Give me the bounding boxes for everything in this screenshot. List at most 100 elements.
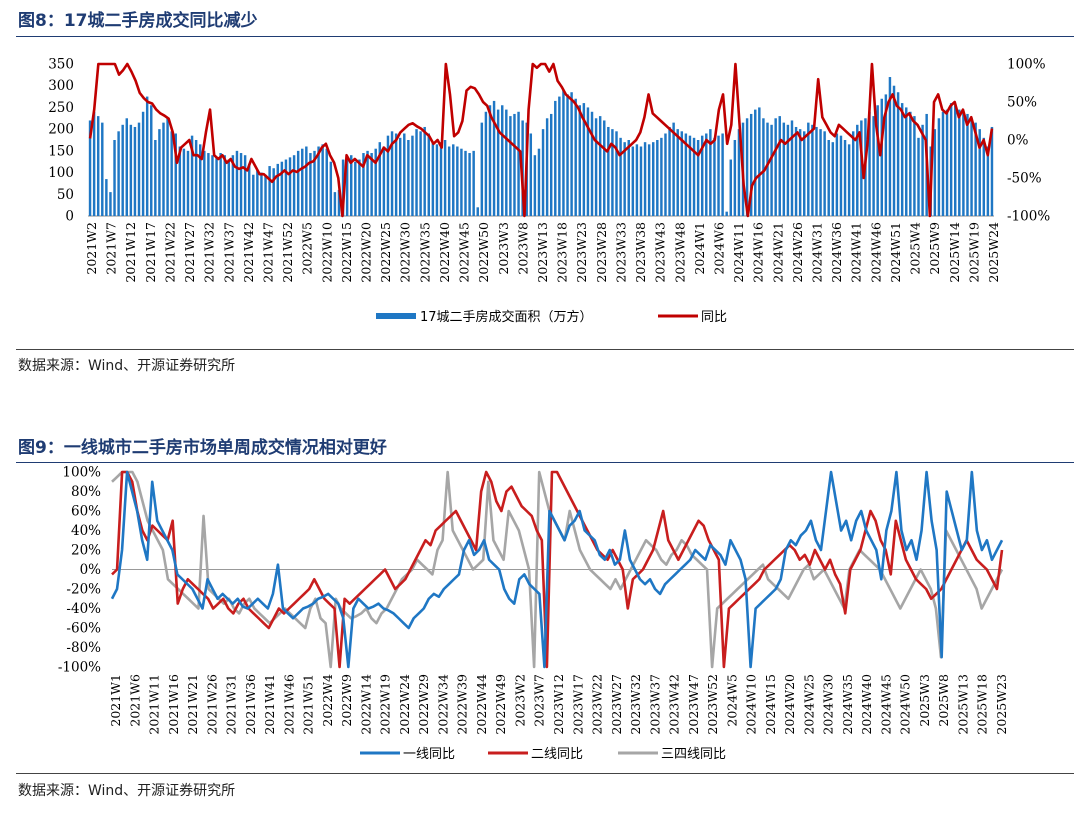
fig8-bar	[745, 118, 749, 216]
fig8-bar	[394, 133, 398, 216]
fig8-bar	[219, 153, 222, 216]
fig9-x-tick: 2024W40	[859, 674, 874, 735]
fig8-bar	[215, 157, 218, 216]
fig9-x-tick: 2021W21	[185, 674, 200, 735]
fig8-bar	[958, 109, 961, 216]
fig8-bar	[851, 131, 855, 216]
fig8-bar	[615, 131, 618, 216]
fig8-bar	[913, 116, 916, 216]
fig9-x-tick: 2023W42	[667, 674, 682, 735]
fig9-x-tick: 2024W30	[821, 674, 836, 735]
fig8-bar	[643, 142, 647, 216]
fig8-y-right-tick: 100%	[1007, 57, 1046, 73]
fig8-bar	[623, 142, 626, 216]
fig9-x-tick: 2022W24	[397, 674, 412, 735]
fig8-bar	[774, 118, 777, 216]
fig8-title-rule	[16, 36, 1074, 37]
fig9-x-tick: 2024W5	[724, 674, 739, 727]
fig8-bar	[607, 126, 610, 216]
fig8-bar	[166, 118, 169, 216]
fig8-chart: 350 300 250 200 150 100 50 0 100% 50% 0% -50% -100%…	[48, 57, 1050, 326]
fig8-bar	[423, 126, 426, 216]
fig8-bar	[496, 109, 500, 216]
fig8-bar	[101, 122, 104, 216]
fig8-bar	[305, 146, 308, 216]
fig8-bar	[860, 120, 863, 216]
fig9-x-tick: 2021W41	[262, 674, 277, 735]
fig8-y-left-tick: 0	[65, 209, 74, 225]
fig8-x-tick: 2024W51	[888, 222, 903, 283]
fig9-x-tick: 2021W46	[281, 674, 296, 735]
fig8-bar	[566, 94, 569, 216]
fig8-bar	[966, 113, 969, 216]
fig8-bar	[480, 122, 484, 216]
fig8-bar	[574, 98, 577, 216]
fig8-bar	[129, 124, 133, 216]
fig8-bar	[296, 150, 300, 216]
fig8-bar	[807, 122, 810, 216]
fig8-x-tick: 2023W3	[496, 222, 511, 275]
fig8-x-tick: 2024W36	[829, 222, 844, 283]
fig8-bar	[133, 126, 137, 216]
legend-tier1-label: 一线同比	[403, 747, 455, 762]
fig8-y-right-tick: 0%	[1007, 133, 1029, 149]
fig8-bar	[288, 157, 292, 216]
fig8-bar	[468, 153, 471, 216]
fig8-x-tick: 2023W43	[653, 222, 668, 283]
legend-bar-label: 17城二手房成交面积（万方）	[420, 309, 593, 325]
fig8-x-tick: 2025W14	[947, 222, 962, 283]
fig8-bar	[803, 131, 806, 216]
fig8-bar	[847, 144, 851, 216]
fig8-bottom-rule	[16, 349, 1074, 350]
fig8-x-tick: 2022W35	[417, 222, 432, 283]
fig9-x-tick: 2022W9	[339, 674, 354, 727]
fig8-bar	[758, 107, 761, 216]
fig9-x-tick: 2025W18	[975, 674, 990, 735]
fig9-title-rule	[16, 462, 1074, 463]
legend-bar-swatch	[376, 313, 416, 319]
fig8-x-tick: 2024W16	[751, 222, 766, 283]
fig8-bar	[554, 100, 557, 216]
fig8-bar	[194, 140, 198, 216]
fig8-bar	[337, 189, 341, 216]
fig8-bar	[974, 122, 977, 216]
fig8-bar	[631, 146, 635, 216]
fig8-x-tick: 2024W6	[712, 222, 727, 275]
fig8-bar	[982, 137, 986, 216]
fig9-x-tick: 2021W16	[166, 674, 181, 735]
fig8-bar	[770, 124, 773, 216]
fig9-x-tick: 2023W2	[513, 674, 528, 727]
fig8-bar	[831, 142, 835, 216]
fig9-y-tick: 40%	[71, 523, 101, 539]
fig8-bar	[329, 161, 333, 216]
fig9-x-tick: 2022W34	[435, 674, 450, 735]
fig8-bar	[978, 129, 981, 216]
fig8-y-right-tick: -50%	[1007, 171, 1042, 187]
fig8-bar	[243, 155, 247, 216]
fig8-bar	[162, 122, 165, 216]
fig8-bar	[235, 150, 239, 216]
fig8-x-tick: 2023W18	[555, 222, 570, 283]
fig9-x-tick: 2023W7	[532, 674, 547, 727]
fig8-bar	[660, 137, 663, 216]
fig8-x-ticks: 2021W2 2021W7 2021W12 2021W17 2021W22 2021W27…	[84, 222, 1001, 283]
fig9-x-tick: 2021W26	[204, 674, 219, 735]
fig9-x-tick: 2023W17	[570, 674, 585, 735]
fig8-bar	[709, 129, 712, 216]
fig8-bar	[186, 150, 190, 216]
fig8-bar	[378, 142, 382, 216]
fig8-bar	[170, 131, 173, 216]
fig8-bar	[827, 140, 830, 216]
fig8-bar	[725, 211, 728, 216]
fig8-bar	[990, 126, 994, 216]
fig8-bar	[301, 148, 304, 216]
fig9-x-tick: 2022W19	[378, 674, 393, 735]
fig8-bar	[986, 146, 990, 216]
fig8-bar	[268, 166, 271, 216]
fig8-bar	[880, 98, 883, 216]
fig8-bar	[941, 111, 945, 216]
fig8-bar	[533, 155, 537, 216]
fig8-bar	[529, 133, 533, 216]
fig9-series-line	[111, 470, 1004, 669]
fig8-bar	[358, 159, 361, 216]
